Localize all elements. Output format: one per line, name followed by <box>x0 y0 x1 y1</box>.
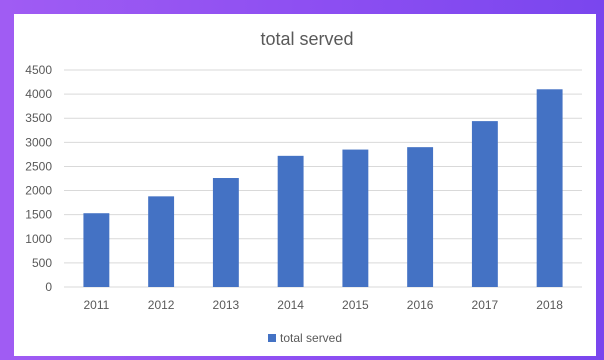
x-tick-label: 2012 <box>148 298 175 312</box>
y-tick-label: 2000 <box>25 184 52 198</box>
y-tick-label: 0 <box>45 280 52 294</box>
y-axis-tick-labels: 0 500 1000 1500 2000 2500 3000 3500 4000 4500 <box>25 63 52 294</box>
bar-2011 <box>83 213 110 287</box>
bar-chart: total served 0 500 1000 1500 2000 2500 3000 350… <box>25 29 582 345</box>
bar-2013 <box>212 178 239 287</box>
bar-2014 <box>277 155 304 287</box>
y-tick-label: 4000 <box>25 87 52 101</box>
y-tick-label: 1000 <box>25 232 52 246</box>
bar-2018 <box>536 89 563 288</box>
y-tick-label: 3500 <box>25 111 52 125</box>
x-tick-label: 2015 <box>342 298 369 312</box>
bar-2017 <box>471 121 498 287</box>
bar-2016 <box>407 147 434 287</box>
x-tick-label: 2014 <box>277 298 304 312</box>
x-tick-label: 2011 <box>83 298 109 312</box>
chart-title: total served <box>260 29 353 49</box>
legend-label: total served <box>280 331 342 345</box>
chart-card: total served 0 500 1000 1500 2000 2500 3000 350… <box>14 14 596 356</box>
bar-2015 <box>342 149 369 287</box>
x-tick-label: 2017 <box>472 298 499 312</box>
x-tick-label: 2018 <box>536 298 563 312</box>
x-tick-label: 2013 <box>213 298 240 312</box>
bar-2012 <box>148 196 175 287</box>
legend: total served <box>268 331 342 345</box>
y-tick-label: 2500 <box>25 159 52 173</box>
y-tick-label: 500 <box>32 256 52 270</box>
x-tick-label: 2016 <box>407 298 434 312</box>
legend-swatch <box>268 334 276 342</box>
y-tick-label: 4500 <box>25 63 52 77</box>
y-tick-label: 3000 <box>25 135 52 149</box>
gridlines <box>64 69 582 288</box>
y-tick-label: 1500 <box>25 208 52 222</box>
x-axis-tick-labels: 2011 2012 2013 2014 2015 2016 2017 2018 <box>83 298 563 312</box>
bars <box>83 89 563 288</box>
